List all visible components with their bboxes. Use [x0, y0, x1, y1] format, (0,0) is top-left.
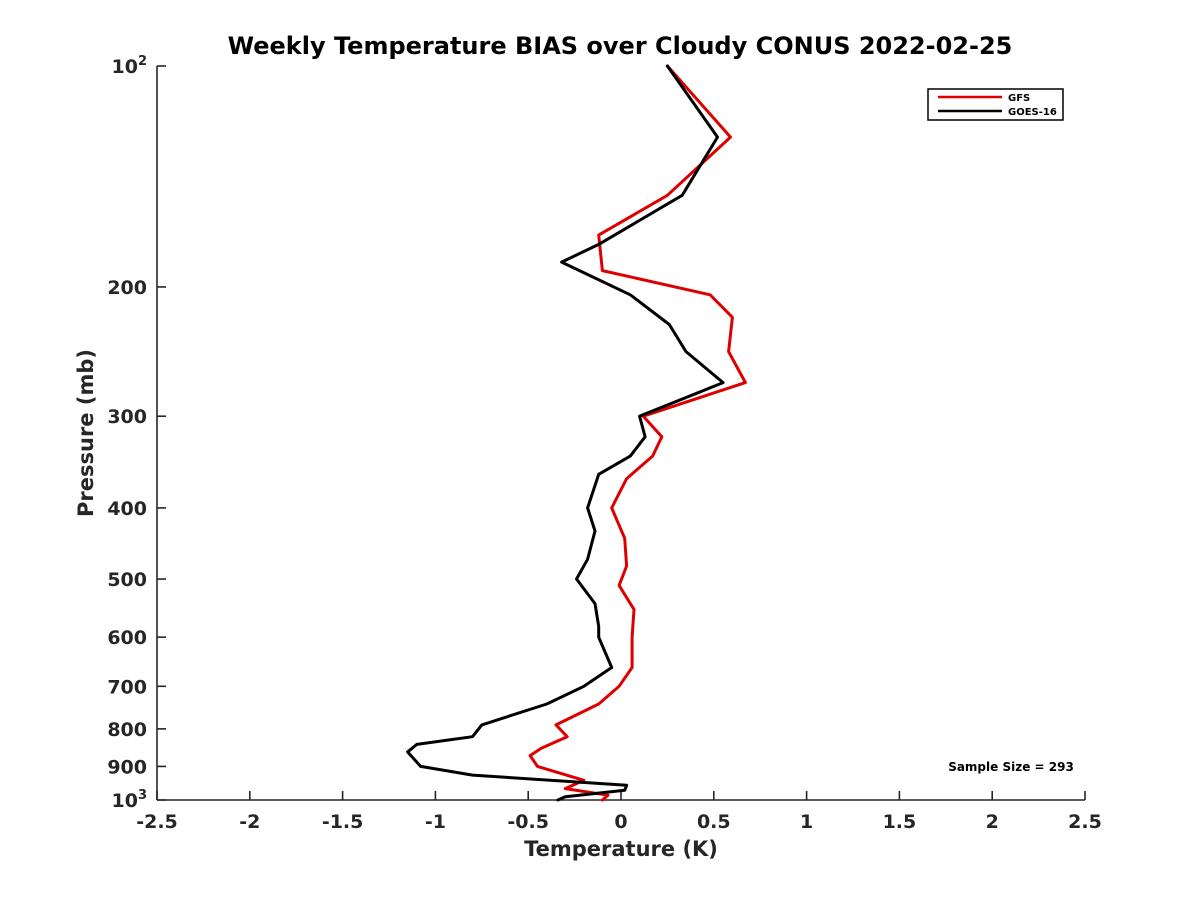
y-tick-label: 200	[107, 277, 147, 299]
x-tick-label: 1	[800, 811, 813, 833]
y-tick-label: 800	[107, 719, 147, 741]
y-tick-label: 600	[107, 627, 147, 649]
y-tick-label: 500	[107, 569, 147, 591]
x-tick-label: -1.5	[322, 811, 364, 833]
y-tick-label: 102	[112, 54, 148, 78]
legend-box	[927, 88, 1064, 121]
x-tick-label: 2	[986, 811, 999, 833]
series-line-goes16	[406, 64, 725, 802]
y-axis-label: Pressure (mb)	[74, 349, 98, 517]
x-tick-label: 0	[614, 811, 627, 833]
y-tick-label: 103	[112, 788, 148, 812]
x-tick-label: 1.5	[883, 811, 917, 833]
y-tick-label: 900	[107, 756, 147, 778]
x-axis-label: Temperature (K)	[524, 837, 718, 861]
y-tick-exponent: 2	[138, 54, 147, 69]
series-lines	[406, 64, 747, 802]
x-axis-ticks: -2.5 -2 -1.5 -1 -0.5 0 0.5 1 1.5 2 2.5	[136, 791, 1102, 833]
y-tick-base: 10	[112, 56, 138, 78]
legend-label-goes16: GOES-16	[1008, 107, 1057, 118]
x-tick-label: -2	[239, 811, 260, 833]
x-tick-label: -1	[425, 811, 446, 833]
sample-size-annotation: Sample Size = 293	[948, 760, 1074, 774]
y-tick-label: 400	[107, 498, 147, 520]
legend: GFS GOES-16	[927, 88, 1064, 121]
y-tick-label: 300	[107, 406, 147, 428]
chart-title: Weekly Temperature BIAS over Cloudy CONU…	[228, 32, 1013, 60]
x-tick-label: -2.5	[136, 811, 178, 833]
series-line-gfs	[528, 64, 747, 802]
x-tick-label: 2.5	[1068, 811, 1102, 833]
x-tick-label: -0.5	[507, 811, 549, 833]
y-tick-label: 700	[107, 676, 147, 698]
legend-label-gfs: GFS	[1008, 93, 1030, 104]
y-tick-exponent: 3	[138, 788, 147, 803]
y-tick-base: 10	[112, 790, 138, 812]
x-tick-label: 0.5	[697, 811, 731, 833]
